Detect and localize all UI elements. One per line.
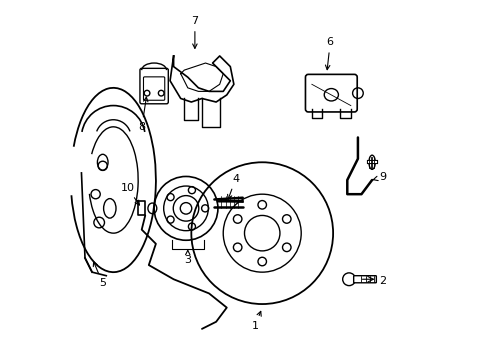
Text: 9: 9 <box>372 172 386 182</box>
Text: 2: 2 <box>378 276 386 286</box>
Text: 10: 10 <box>120 183 139 205</box>
Text: 3: 3 <box>184 249 191 265</box>
Text: 4: 4 <box>227 174 239 199</box>
Text: 5: 5 <box>93 262 106 288</box>
FancyBboxPatch shape <box>140 68 168 104</box>
FancyBboxPatch shape <box>353 276 376 283</box>
Text: 7: 7 <box>191 16 198 48</box>
FancyBboxPatch shape <box>305 75 356 112</box>
Text: 6: 6 <box>325 37 333 70</box>
Text: 8: 8 <box>138 97 148 132</box>
Text: 1: 1 <box>251 311 261 331</box>
